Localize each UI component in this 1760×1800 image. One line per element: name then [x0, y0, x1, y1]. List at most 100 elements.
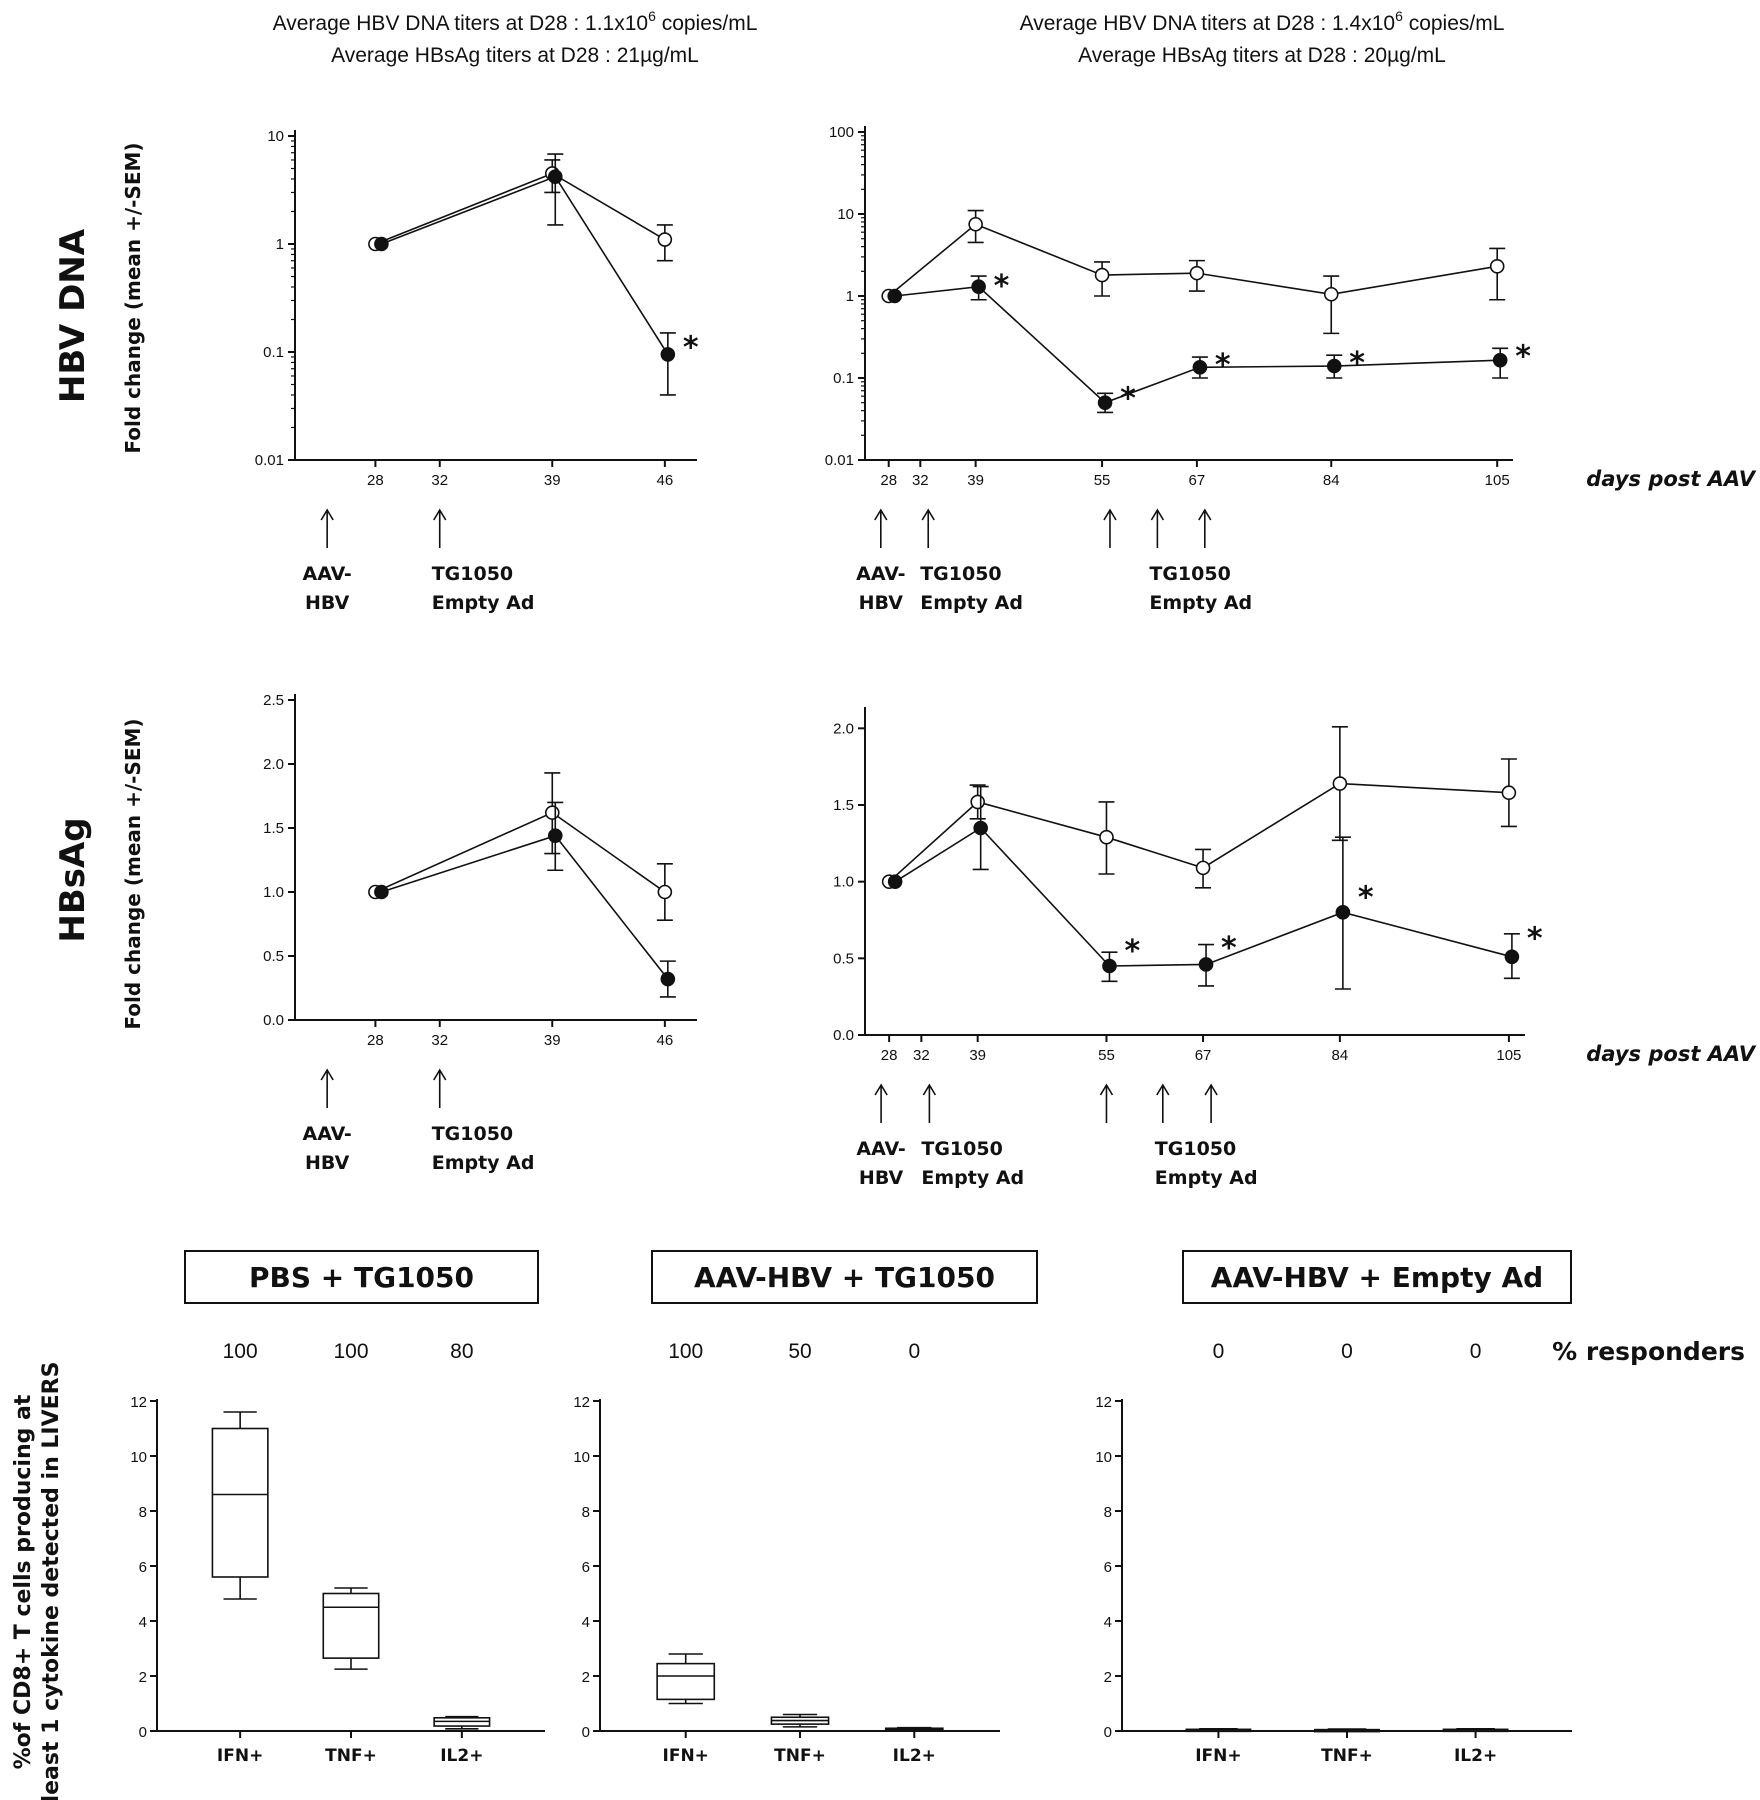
y-tick-label: 0 [582, 1724, 590, 1741]
data-point-open [1189, 265, 1205, 281]
arrow-label: HBV [859, 1167, 904, 1189]
row-label-hbv-dna: HBV DNA [53, 228, 93, 403]
arrow-label: Empty Ad [1155, 1167, 1258, 1189]
arrow-label: AAV- [302, 1123, 351, 1145]
chart-dna_long: 0.01 0.1 1 10 100 28 32 39 55 67 84 105 * * * * * AAV- HBV… [825, 124, 1757, 614]
series-line-open [888, 223, 1498, 297]
y-tick-label: 1 [276, 236, 284, 253]
significance-star: * [994, 269, 1010, 304]
y-tick-label: 2 [582, 1669, 590, 1686]
data-point-filled [1492, 352, 1508, 368]
box-y-label-2: least 1 cytokine detected in LIVERS [39, 1362, 64, 1800]
data-point-filled [971, 279, 986, 294]
significance-star: * [1515, 339, 1531, 374]
significance-star: * [1120, 382, 1136, 417]
data-point-filled [1192, 360, 1208, 375]
data-point-open [1099, 829, 1114, 845]
x-tick-label: 32 [431, 472, 448, 489]
arrow-label: TG1050 [432, 1123, 513, 1145]
x-tick-label: 28 [367, 1032, 384, 1049]
x-tick-label: 55 [1094, 472, 1111, 489]
series-line-filled [894, 285, 1501, 404]
y-tick-label: 0.5 [833, 950, 854, 967]
y-tick-label: 4 [139, 1614, 147, 1631]
y-tick-label: 0.1 [833, 370, 854, 387]
arrow-head [874, 1083, 888, 1096]
arrow-head [1198, 508, 1212, 521]
y-tick-label: 2.0 [263, 756, 284, 773]
y-tick-label: 12 [1095, 1394, 1112, 1411]
data-point-filled [547, 828, 563, 843]
y-tick-label: 1.5 [833, 797, 854, 814]
y-tick-label: 1.0 [833, 874, 854, 891]
y-tick-label: 0.0 [263, 1012, 284, 1029]
data-point-filled [887, 288, 903, 304]
y-tick-label: 4 [1104, 1614, 1112, 1631]
arrow-label: TG1050 [1149, 563, 1230, 585]
x-tick-label: 28 [880, 472, 897, 489]
x-tick-label: 39 [544, 472, 561, 489]
x-tick-label: 39 [544, 1032, 561, 1049]
chart-box_aav_tg1050: AAV-HBV + TG1050 0 2 4 6 8 10 12 IFN+ 100 TNF+ 50 IL… [573, 1250, 1038, 1766]
arrow-head [433, 1068, 447, 1081]
x-tick-label: 28 [367, 472, 384, 489]
arrow-head [1156, 1083, 1170, 1096]
chart-hbsag_short: 0.0 0.5 1.0 1.5 2.0 2.5 28 32 39 46 AAV- HBV TG1050 E… [263, 692, 697, 1174]
x-tick-label: 105 [1485, 472, 1510, 489]
x-tick-label: 84 [1323, 472, 1340, 489]
responder-value: 0 [1341, 1340, 1353, 1363]
x-tick-label: 39 [967, 472, 984, 489]
y-tick-label: 2 [139, 1669, 147, 1686]
x-tick-label: 67 [1189, 472, 1206, 489]
arrow-label: TG1050 [921, 1138, 1002, 1160]
arrow-label: TG1050 [432, 563, 513, 585]
arrow-label: AAV- [856, 563, 905, 585]
data-point-filled [1335, 905, 1351, 920]
significance-star: * [1221, 931, 1237, 966]
data-point-filled [1198, 957, 1214, 972]
y-tick-label: 6 [139, 1559, 147, 1576]
data-point-filled [1102, 958, 1117, 974]
responder-value: 100 [223, 1340, 258, 1363]
responder-value: 0 [1213, 1340, 1225, 1363]
x-tick-label: 39 [969, 1047, 986, 1064]
y-axis-label-hbsag: Fold change (mean +/-SEM) [121, 718, 145, 1029]
x-tick-label: 32 [912, 472, 929, 489]
significance-star: * [1527, 922, 1543, 957]
y-tick-label: 0 [139, 1724, 147, 1741]
group-title-box [1182, 1250, 1572, 1304]
x-tick-label: 67 [1195, 1047, 1212, 1064]
y-tick-label: 0.0 [833, 1027, 854, 1044]
group-title: AAV-HBV + Empty Ad [1211, 1261, 1543, 1294]
y-tick-label: 2.5 [263, 692, 284, 709]
y-tick-label: 6 [582, 1559, 590, 1576]
data-point-open [1332, 776, 1348, 791]
responder-value: 0 [1470, 1340, 1482, 1363]
arrow-label: Empty Ad [432, 1152, 535, 1174]
data-point-filled [887, 874, 903, 889]
data-point-filled [374, 884, 389, 900]
responder-value: 100 [668, 1340, 703, 1363]
series-line-open [375, 172, 666, 245]
data-point-filled [1097, 395, 1113, 410]
y-tick-label: 1.0 [263, 884, 284, 901]
arrow-head [1150, 508, 1165, 521]
chart-hbsag_long: 0.0 0.5 1.0 1.5 2.0 28 32 39 55 67 84 105 * * * * AAV- HB… [833, 707, 1757, 1189]
y-tick-label: 2.0 [833, 720, 854, 737]
y-tick-label: 100 [829, 124, 854, 141]
arrow-label: TG1050 [920, 563, 1001, 585]
y-axis-label-dna: Fold change (mean +/-SEM) [121, 142, 145, 453]
series-line-filled [381, 175, 669, 355]
responder-value: 0 [908, 1340, 920, 1363]
significance-star: * [1215, 348, 1231, 383]
responders-label: % responders [1552, 1337, 1745, 1366]
y-tick-label: 1.5 [263, 820, 284, 837]
data-point-filled [660, 347, 676, 362]
data-point-open [657, 232, 673, 247]
y-tick-label: 12 [130, 1394, 147, 1411]
group-title: PBS + TG1050 [249, 1261, 474, 1294]
y-tick-label: 8 [139, 1504, 147, 1521]
header-line-2-0: Average HBsAg titers at D28 : 21µg/mL [331, 44, 699, 67]
data-point-open [544, 805, 560, 820]
